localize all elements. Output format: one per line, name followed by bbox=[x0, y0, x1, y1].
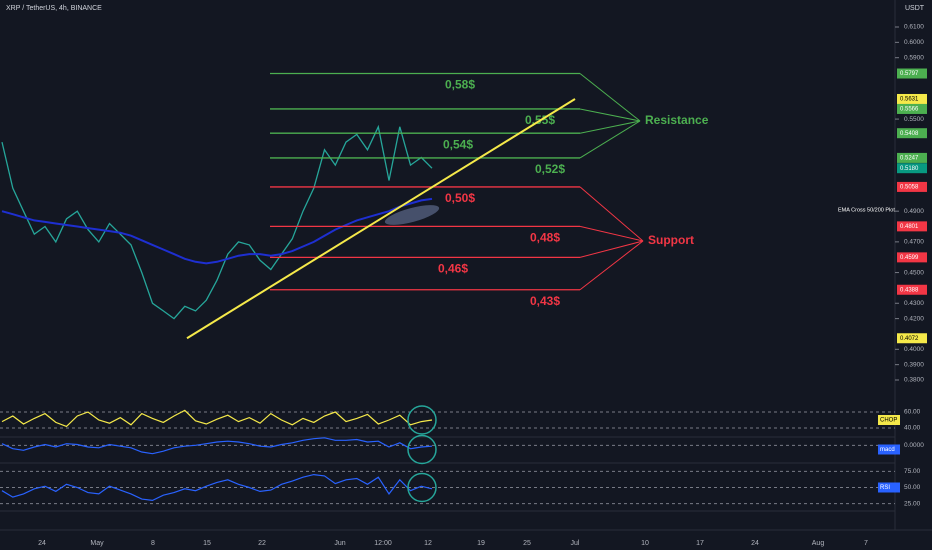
arrow bbox=[579, 186, 644, 242]
y-tick-label: 0.3900 bbox=[904, 361, 924, 368]
pane-tick-label: 25.00 bbox=[904, 500, 921, 507]
price-badge bbox=[897, 103, 927, 114]
y-tick-label: 0.5500 bbox=[904, 116, 924, 123]
x-tick-label: 22 bbox=[258, 540, 266, 547]
price-badge bbox=[897, 163, 927, 174]
x-tick-label: 19 bbox=[477, 540, 485, 547]
y-tick-label: 0.4200 bbox=[904, 315, 924, 322]
price-badge-label: 0.4801 bbox=[900, 224, 919, 230]
indicator-line bbox=[1, 473, 433, 502]
x-tick-label: May bbox=[90, 540, 104, 547]
x-tick-label: 12:00 bbox=[374, 540, 392, 547]
level-label: 0,52$ bbox=[535, 162, 565, 176]
x-tick-label: 7 bbox=[864, 540, 868, 547]
price-badge bbox=[897, 252, 927, 263]
price-badge bbox=[897, 128, 927, 139]
pane-tick-label: 75.00 bbox=[904, 468, 921, 475]
pane-highlight bbox=[407, 434, 437, 465]
indicator-line bbox=[1, 409, 433, 428]
ema-line bbox=[1, 197, 433, 265]
price-badge-label: 0.5631 bbox=[900, 97, 919, 103]
level-label: 0,54$ bbox=[443, 137, 473, 151]
pane-name: macd bbox=[880, 447, 895, 453]
pane-tick-label: 40.00 bbox=[904, 425, 921, 432]
y-tick-label: 0.3800 bbox=[904, 377, 924, 384]
price-badge-label: 0.5180 bbox=[900, 166, 919, 172]
pane-tick-label: 50.00 bbox=[904, 484, 921, 491]
pane-badge bbox=[878, 444, 900, 455]
price-line bbox=[1, 124, 433, 320]
x-tick-label: 24 bbox=[38, 540, 46, 547]
y-tick-label: 0.6000 bbox=[904, 39, 924, 46]
level-label: 0,43$ bbox=[530, 294, 560, 308]
pane-tick-label: 0.0000 bbox=[904, 442, 924, 449]
x-tick-label: Jul bbox=[571, 540, 580, 547]
arrow bbox=[579, 225, 644, 242]
pane-tick-label: 60.00 bbox=[904, 409, 921, 416]
price-badge bbox=[897, 93, 927, 104]
price-badge bbox=[897, 221, 927, 232]
x-tick-label: 17 bbox=[696, 540, 704, 547]
price-badge bbox=[897, 284, 927, 295]
x-tick-label: Jun bbox=[334, 540, 345, 547]
currency: USDT bbox=[905, 5, 925, 12]
price-badge-label: 0.5566 bbox=[900, 107, 919, 113]
y-tick-label: 0.4900 bbox=[904, 208, 924, 215]
support-label: Support bbox=[648, 233, 694, 247]
x-tick-label: 10 bbox=[641, 540, 649, 547]
x-tick-label: 24 bbox=[751, 540, 759, 547]
pane-highlight bbox=[407, 405, 437, 435]
indicator-line bbox=[1, 437, 433, 455]
arrow bbox=[579, 120, 641, 134]
x-tick-label: 25 bbox=[523, 540, 531, 547]
level-label: 0,58$ bbox=[445, 78, 475, 92]
level-label: 0,46$ bbox=[438, 262, 468, 276]
price-badge-label: 0.5797 bbox=[900, 71, 919, 77]
trendline bbox=[186, 98, 576, 340]
arrow bbox=[579, 108, 641, 122]
x-tick-label: 8 bbox=[151, 540, 155, 547]
x-tick-label: 15 bbox=[203, 540, 211, 547]
y-tick-label: 0.4700 bbox=[904, 239, 924, 246]
level-label: 0,50$ bbox=[445, 191, 475, 205]
price-badge bbox=[897, 333, 927, 344]
pane-badge bbox=[878, 415, 900, 425]
y-tick-label: 0.4300 bbox=[904, 300, 924, 307]
x-tick-label: 12 bbox=[424, 540, 432, 547]
price-badge bbox=[897, 152, 927, 163]
y-tick-label: 0.4500 bbox=[904, 269, 924, 276]
y-tick-label: 0.4000 bbox=[904, 346, 924, 353]
price-badge-label: 0.4599 bbox=[900, 255, 919, 261]
price-badge-label: 0.4388 bbox=[900, 287, 919, 293]
legend-ema: EMA Cross 50/200 Plot bbox=[838, 207, 895, 213]
pane-name: RSI bbox=[880, 485, 890, 491]
pane-highlight bbox=[407, 472, 437, 503]
arrow bbox=[579, 120, 641, 159]
y-tick-label: 0.5900 bbox=[904, 54, 924, 61]
level-label: 0,48$ bbox=[530, 231, 560, 245]
pane-name: CHOP bbox=[880, 418, 897, 424]
x-tick-label: Aug bbox=[812, 540, 825, 547]
resistance-label: Resistance bbox=[645, 113, 709, 127]
y-tick-label: 0.6100 bbox=[904, 24, 924, 31]
price-badge bbox=[897, 68, 927, 79]
price-badge-label: 0.5247 bbox=[900, 155, 919, 161]
arrow bbox=[579, 240, 644, 258]
arrow bbox=[579, 240, 644, 291]
price-badge bbox=[897, 181, 927, 192]
price-badge-label: 0.5408 bbox=[900, 131, 919, 137]
arrow bbox=[579, 73, 641, 122]
pane-badge bbox=[878, 482, 900, 493]
price-badge-label: 0.5058 bbox=[900, 185, 919, 191]
chart-title: XRP / TetherUS, 4h, BINANCE bbox=[6, 5, 102, 12]
price-badge-label: 0.4072 bbox=[900, 336, 919, 342]
highlight bbox=[384, 205, 440, 225]
